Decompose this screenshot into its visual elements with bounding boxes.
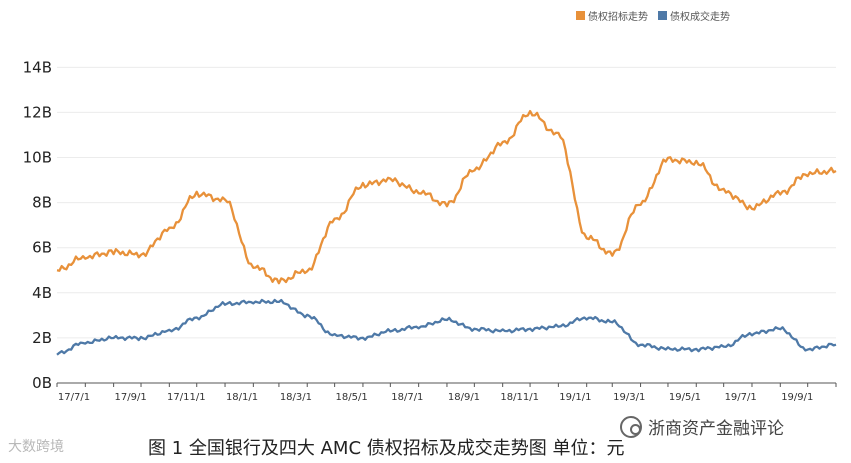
y-tick-label: 6B xyxy=(32,239,52,257)
y-tick-label: 0B xyxy=(32,374,52,392)
y-tick-label: 2B xyxy=(32,329,52,347)
x-tick-label: 19/1/1 xyxy=(559,392,591,403)
x-tick-label: 18/11/1 xyxy=(500,392,539,403)
legend-swatch-trade xyxy=(658,11,667,20)
x-tick-label: 17/7/1 xyxy=(58,392,90,403)
x-tick-label: 18/3/1 xyxy=(280,392,312,403)
series-lines xyxy=(56,109,837,356)
x-tick-label: 19/9/1 xyxy=(781,392,813,403)
y-tick-label: 12B xyxy=(23,103,52,121)
legend-label-tender: 债权招标走势 xyxy=(588,12,648,23)
y-tick-label: 10B xyxy=(23,149,52,167)
x-axis: 17/7/1 17/9/1 17/11/1 18/1/1 18/3/1 18/5/1 18/… xyxy=(56,382,837,403)
y-tick-label: 4B xyxy=(32,284,52,302)
legend-label-trade: 债权成交走势 xyxy=(670,12,730,23)
series-line-tender xyxy=(56,109,837,285)
series-line-trade xyxy=(56,298,837,356)
y-axis-ticks: 0B 2B 4B 6B 8B 10B 12B 14B xyxy=(23,58,52,392)
gridlines xyxy=(57,66,836,339)
legend-item-trade: 债权成交走势 xyxy=(658,8,730,23)
watermark-left: 大数跨境 xyxy=(8,439,64,455)
legend-item-tender: 债权招标走势 xyxy=(576,8,648,23)
x-tick-label: 19/3/1 xyxy=(613,392,645,403)
x-tick-label: 17/9/1 xyxy=(115,392,147,403)
watermark-right-label: 浙商资产金融评论 xyxy=(648,419,784,439)
legend-swatch-tender xyxy=(576,11,585,20)
x-tick-label: 18/7/1 xyxy=(391,392,423,403)
x-tick-label: 18/5/1 xyxy=(336,392,368,403)
figure-caption: 图 1 全国银行及四大 AMC 债权招标及成交走势图 单位：元 xyxy=(148,438,625,459)
y-tick-label: 8B xyxy=(32,194,52,212)
x-tick-label: 19/5/1 xyxy=(669,392,701,403)
wechat-icon xyxy=(620,415,642,438)
watermark-right: 浙商资产金融评论 xyxy=(620,414,784,439)
legend: 债权招标走势 债权成交走势 xyxy=(576,8,730,23)
y-tick-label: 14B xyxy=(23,58,52,76)
x-tick-label: 18/1/1 xyxy=(226,392,258,403)
x-tick-label: 17/11/1 xyxy=(167,392,206,403)
x-tick-label: 19/7/1 xyxy=(725,392,757,403)
x-tick-label: 18/9/1 xyxy=(448,392,480,403)
